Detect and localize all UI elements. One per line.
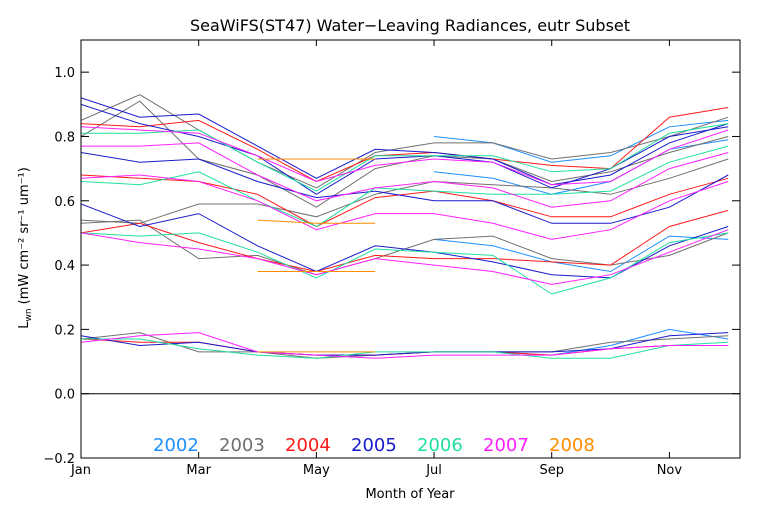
- y-tick-label: 0.2: [54, 323, 75, 338]
- x-tick-label: Nov: [657, 463, 683, 478]
- y-tick-label: −0.2: [43, 452, 75, 467]
- series-line-2006-21: [81, 338, 729, 359]
- series-line-2005-13: [81, 97, 729, 186]
- x-axis-label: Month of Year: [365, 487, 455, 502]
- series-line-2007-23: [81, 142, 729, 208]
- y-tick-label: 0.4: [54, 259, 75, 274]
- y-tick-label: 0.8: [54, 130, 75, 145]
- series-line-2002-2: [433, 235, 729, 273]
- series-line-2007-25: [81, 229, 729, 285]
- series-line-2004-11: [81, 209, 729, 273]
- series-line-2003-6: [81, 158, 729, 224]
- series-line-2006-18: [81, 123, 729, 192]
- y-tick-label: 0.0: [54, 388, 75, 403]
- series-line-2006-20: [81, 232, 729, 295]
- legend-item-2003: 2003: [219, 435, 265, 456]
- chart-title: SeaWiFS(ST47) Water−Leaving Radiances, e…: [190, 16, 630, 35]
- series-line-2003-4: [81, 94, 729, 189]
- series-layer: [81, 94, 729, 359]
- y-axis-label-units: (mW cm⁻² sr⁻¹ um⁻¹): [17, 167, 32, 308]
- x-tick-label: Jul: [425, 463, 442, 478]
- series-line-2004-9: [81, 107, 729, 183]
- series-line-2007-24: [81, 174, 729, 240]
- x-tick-label: Jan: [70, 463, 91, 478]
- series-line-2007-22: [81, 126, 729, 186]
- y-axis-label-sub: wn: [24, 308, 34, 321]
- legend-item-2007: 2007: [483, 435, 529, 456]
- plot-frame: [80, 39, 741, 459]
- y-axis-label-main: L: [17, 321, 32, 329]
- x-tick-label: Mar: [186, 463, 211, 478]
- y-axis: −0.2 0.0 0.2 0.4 0.6 0.8 1.0: [43, 66, 740, 467]
- legend-item-2008: 2008: [549, 435, 595, 456]
- legend-item-2004: 2004: [285, 435, 331, 456]
- x-axis: Jan Mar May Jul Sep Nov: [70, 40, 682, 478]
- series-line-2004-10: [81, 174, 729, 228]
- x-tick-label: May: [303, 463, 330, 478]
- series-line-2007-26: [81, 332, 729, 359]
- y-tick-label: 0.6: [54, 195, 75, 210]
- series-line-2005-15: [81, 152, 729, 224]
- series-line-2005-17: [81, 332, 729, 356]
- series-line-2002-3: [434, 328, 729, 356]
- series-line-2002-0: [433, 119, 729, 163]
- legend-item-2006: 2006: [417, 435, 463, 456]
- series-line-2008-28: [257, 219, 376, 224]
- y-axis-label: Lwn (mW cm⁻² sr⁻¹ um⁻¹): [17, 167, 34, 329]
- legend-item-2002: 2002: [153, 435, 199, 456]
- x-tick-label: Sep: [539, 463, 564, 478]
- legend: 2002 2003 2004 2005 2006 2007 2008: [153, 435, 595, 456]
- legend-item-2005: 2005: [351, 435, 397, 456]
- series-line-2006-19: [81, 145, 729, 228]
- y-tick-label: 1.0: [54, 66, 75, 81]
- series-line-2002-1: [433, 139, 729, 195]
